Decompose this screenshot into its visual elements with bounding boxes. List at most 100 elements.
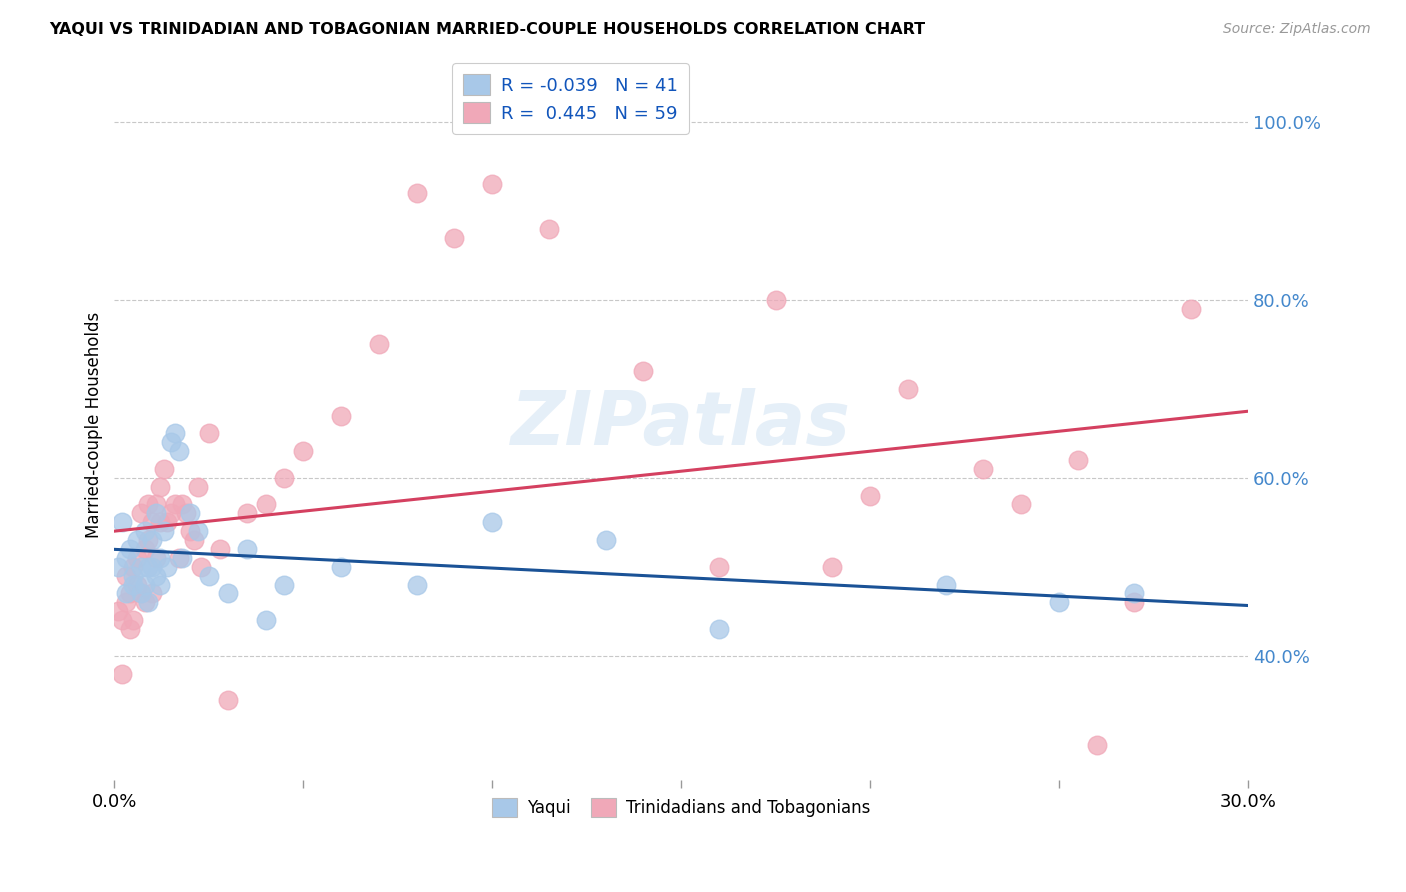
Point — [107, 604, 129, 618]
Point — [633, 364, 655, 378]
Point — [134, 577, 156, 591]
Point — [134, 595, 156, 609]
Point — [198, 426, 221, 441]
Point — [190, 559, 212, 574]
Point — [292, 444, 315, 458]
Point — [163, 498, 186, 512]
Point — [1085, 738, 1108, 752]
Point — [179, 507, 201, 521]
Point — [160, 435, 183, 450]
Point — [273, 471, 295, 485]
Point — [330, 409, 353, 423]
Point — [145, 498, 167, 512]
Point — [707, 559, 730, 574]
Point — [145, 507, 167, 521]
Point — [107, 559, 129, 574]
Point — [821, 559, 844, 574]
Text: ZIPatlas: ZIPatlas — [512, 388, 851, 461]
Point — [707, 622, 730, 636]
Point — [114, 586, 136, 600]
Point — [254, 613, 277, 627]
Point — [129, 586, 152, 600]
Point — [141, 586, 163, 600]
Point — [935, 577, 957, 591]
Point — [138, 595, 160, 609]
Legend: Yaqui, Trinidadians and Tobagonians: Yaqui, Trinidadians and Tobagonians — [484, 789, 879, 825]
Point — [122, 577, 145, 591]
Point — [125, 533, 148, 547]
Point — [152, 462, 174, 476]
Point — [198, 568, 221, 582]
Point — [141, 559, 163, 574]
Point — [235, 507, 257, 521]
Point — [118, 622, 141, 636]
Point — [367, 337, 389, 351]
Point — [172, 550, 194, 565]
Point — [172, 498, 194, 512]
Point — [183, 533, 205, 547]
Y-axis label: Married-couple Households: Married-couple Households — [86, 311, 103, 538]
Point — [254, 498, 277, 512]
Text: Source: ZipAtlas.com: Source: ZipAtlas.com — [1223, 22, 1371, 37]
Point — [897, 382, 920, 396]
Point — [217, 693, 239, 707]
Point — [114, 568, 136, 582]
Point — [129, 559, 152, 574]
Point — [167, 444, 190, 458]
Point — [179, 524, 201, 538]
Point — [149, 550, 172, 565]
Point — [235, 541, 257, 556]
Point — [174, 507, 197, 521]
Point — [138, 533, 160, 547]
Point — [149, 577, 172, 591]
Point — [134, 541, 156, 556]
Point — [122, 559, 145, 574]
Point — [111, 666, 134, 681]
Point — [330, 559, 353, 574]
Point — [149, 480, 172, 494]
Point — [1180, 301, 1202, 316]
Point — [537, 221, 560, 235]
Point — [156, 516, 179, 530]
Point — [114, 595, 136, 609]
Point — [160, 507, 183, 521]
Point — [122, 568, 145, 582]
Point — [118, 586, 141, 600]
Point — [141, 533, 163, 547]
Point — [1047, 595, 1070, 609]
Point — [765, 293, 787, 307]
Point — [134, 524, 156, 538]
Point — [273, 577, 295, 591]
Point — [145, 568, 167, 582]
Point — [1123, 595, 1146, 609]
Point — [595, 533, 617, 547]
Point — [405, 186, 427, 200]
Point — [129, 507, 152, 521]
Text: YAQUI VS TRINIDADIAN AND TOBAGONIAN MARRIED-COUPLE HOUSEHOLDS CORRELATION CHART: YAQUI VS TRINIDADIAN AND TOBAGONIAN MARR… — [49, 22, 925, 37]
Point — [186, 524, 208, 538]
Point — [443, 230, 465, 244]
Point — [138, 498, 160, 512]
Point — [156, 559, 179, 574]
Point — [1123, 586, 1146, 600]
Point — [114, 550, 136, 565]
Point — [217, 586, 239, 600]
Point — [209, 541, 232, 556]
Point — [1010, 498, 1032, 512]
Point — [145, 550, 167, 565]
Point — [149, 516, 172, 530]
Point — [1067, 453, 1090, 467]
Point — [129, 586, 152, 600]
Point — [141, 516, 163, 530]
Point — [859, 489, 882, 503]
Point — [111, 516, 134, 530]
Point — [405, 577, 427, 591]
Point — [125, 550, 148, 565]
Point — [167, 550, 190, 565]
Point — [481, 177, 503, 191]
Point — [122, 613, 145, 627]
Point — [972, 462, 994, 476]
Point — [125, 577, 148, 591]
Point — [118, 541, 141, 556]
Point — [186, 480, 208, 494]
